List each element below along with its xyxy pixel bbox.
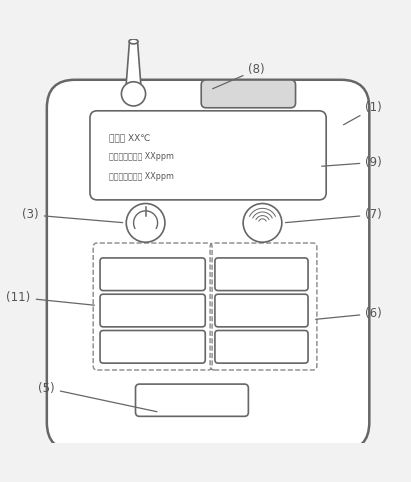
Text: (11): (11) xyxy=(7,291,95,305)
FancyBboxPatch shape xyxy=(100,258,205,291)
FancyBboxPatch shape xyxy=(136,384,248,416)
Text: 一氧化碳浓度： XXppm: 一氧化碳浓度： XXppm xyxy=(109,152,174,161)
FancyBboxPatch shape xyxy=(100,331,205,363)
Text: (1): (1) xyxy=(344,102,382,125)
Text: (9): (9) xyxy=(322,156,382,169)
Text: (3): (3) xyxy=(22,208,122,223)
Text: (8): (8) xyxy=(212,63,265,89)
Text: (6): (6) xyxy=(316,307,382,320)
Text: 一氧化氮浓度： XXppm: 一氧化氮浓度： XXppm xyxy=(109,173,174,182)
FancyBboxPatch shape xyxy=(100,294,205,327)
FancyBboxPatch shape xyxy=(201,80,296,108)
Text: (7): (7) xyxy=(285,208,382,223)
Circle shape xyxy=(126,203,165,242)
Ellipse shape xyxy=(129,39,138,44)
FancyBboxPatch shape xyxy=(215,331,308,363)
Text: (5): (5) xyxy=(38,382,157,412)
FancyBboxPatch shape xyxy=(215,294,308,327)
Text: 温度： XX℃: 温度： XX℃ xyxy=(109,134,151,142)
Circle shape xyxy=(243,203,282,242)
FancyBboxPatch shape xyxy=(215,258,308,291)
FancyBboxPatch shape xyxy=(90,111,326,200)
Circle shape xyxy=(121,82,145,106)
FancyBboxPatch shape xyxy=(47,80,369,451)
Polygon shape xyxy=(125,41,141,94)
